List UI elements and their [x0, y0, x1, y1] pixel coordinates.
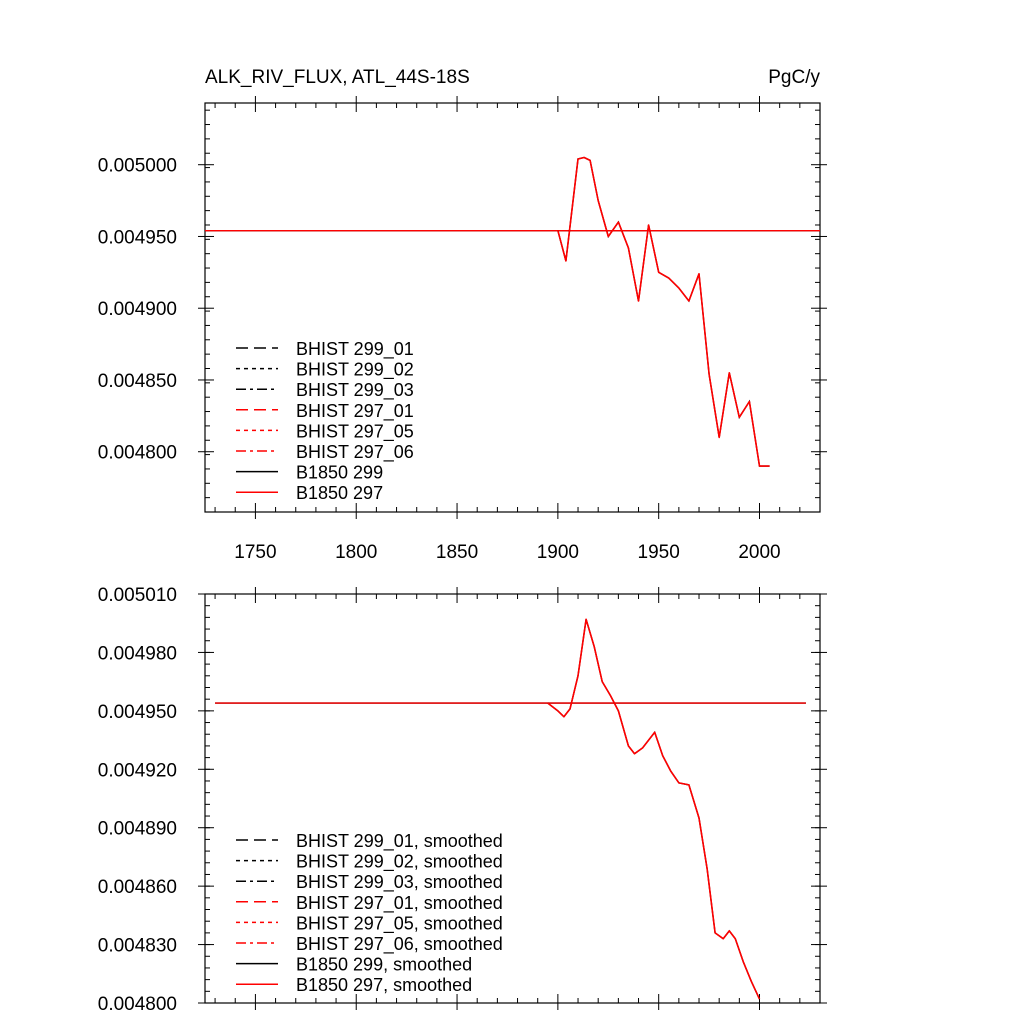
y-tick-label: 0.004890: [98, 819, 177, 840]
series-bhist-297: [547, 618, 761, 1000]
series-group: [215, 618, 806, 1000]
legend-label: BHIST 299_03: [296, 380, 414, 401]
x-tick-label: 1950: [638, 542, 680, 563]
legend-label: BHIST 299_03, smoothed: [296, 872, 503, 893]
legend-label: BHIST 299_02, smoothed: [296, 852, 503, 873]
x-tick-label: 1850: [436, 542, 478, 563]
y-tick-label: 0.004800: [98, 994, 177, 1015]
x-tick-label: 2000: [738, 542, 780, 563]
y-tick-label: 0.004850: [98, 371, 177, 392]
panel-smoothed: 0.004800 0.004830 0.004860 0.004890 0.004920…: [98, 585, 827, 1015]
panel-raw: 1750 1800 1850 1900 1950 2000 0.004800 0.004850…: [98, 96, 827, 563]
series-bhist-299: [547, 619, 761, 1000]
y-tick-label: 0.004920: [98, 760, 177, 781]
legend-label: BHIST 297_06: [296, 442, 414, 463]
plot-frame: [204, 593, 821, 1004]
legend-label: BHIST 297_01, smoothed: [296, 893, 503, 914]
chart-title: ALK_RIV_FLUX, ATL_44S-18S: [205, 67, 470, 88]
chart-units: PgC/y: [768, 67, 820, 88]
y-tick-label: 0.004980: [98, 643, 177, 664]
legend-label: B1850 297, smoothed: [296, 975, 472, 995]
legend-label: BHIST 299_01, smoothed: [296, 831, 503, 852]
y-tick-label: 0.004860: [98, 877, 177, 898]
series-group: [205, 156, 820, 467]
x-tick-label: 1800: [335, 542, 377, 563]
y-tick-label: 0.004900: [98, 299, 177, 320]
y-tick-label: 0.005010: [98, 585, 177, 606]
legend-label: BHIST 299_01: [296, 339, 414, 360]
legend-label: BHIST 297_05: [296, 421, 414, 442]
y-tick-label: 0.004950: [98, 702, 177, 723]
series-bhist-299: [557, 156, 770, 467]
plot-frame: [204, 102, 821, 513]
legend-label: B1850 299: [296, 463, 383, 483]
legend-label: BHIST 297_06, smoothed: [296, 934, 503, 955]
y-tick-label: 0.005000: [98, 156, 177, 177]
x-tick-label: 1750: [234, 542, 276, 563]
legend-label: BHIST 299_02: [296, 360, 414, 381]
legend-label: BHIST 297_01: [296, 401, 414, 422]
series-bhist-297: [557, 156, 770, 467]
legend-label: B1850 297: [296, 483, 383, 503]
y-tick-label: 0.004950: [98, 227, 177, 248]
x-tick-label: 1900: [537, 542, 579, 563]
legend-label: B1850 299, smoothed: [296, 955, 472, 975]
y-tick-label: 0.004830: [98, 936, 177, 957]
y-tick-label: 0.004800: [98, 443, 177, 464]
legend-label: BHIST 297_05, smoothed: [296, 913, 503, 934]
